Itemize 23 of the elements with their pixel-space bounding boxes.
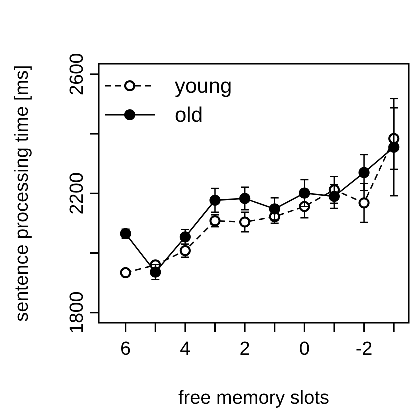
point	[358, 198, 370, 209]
point	[358, 167, 370, 178]
legend-label: young	[175, 75, 232, 98]
y-tick-label: 1800	[67, 292, 88, 334]
y-tick-label: 2200	[67, 172, 88, 215]
y-axis-title: sentence processing time [ms]	[12, 65, 33, 322]
point	[240, 216, 251, 228]
point	[120, 267, 132, 278]
legend-label: old	[175, 104, 204, 127]
point	[150, 266, 162, 278]
x-tick-label: 0	[299, 339, 310, 360]
x-axis-title: free memory slots	[178, 388, 330, 409]
point	[210, 194, 221, 206]
point	[240, 193, 251, 204]
point	[269, 204, 280, 215]
point	[299, 188, 310, 199]
point	[388, 142, 400, 153]
x-tick-label: 4	[180, 339, 192, 360]
y-tick-label: 2600	[67, 53, 88, 96]
x-tick-label: -2	[356, 339, 373, 360]
x-tick-label: 2	[240, 339, 250, 360]
x-tick-label: 6	[120, 339, 132, 360]
point	[328, 191, 340, 202]
